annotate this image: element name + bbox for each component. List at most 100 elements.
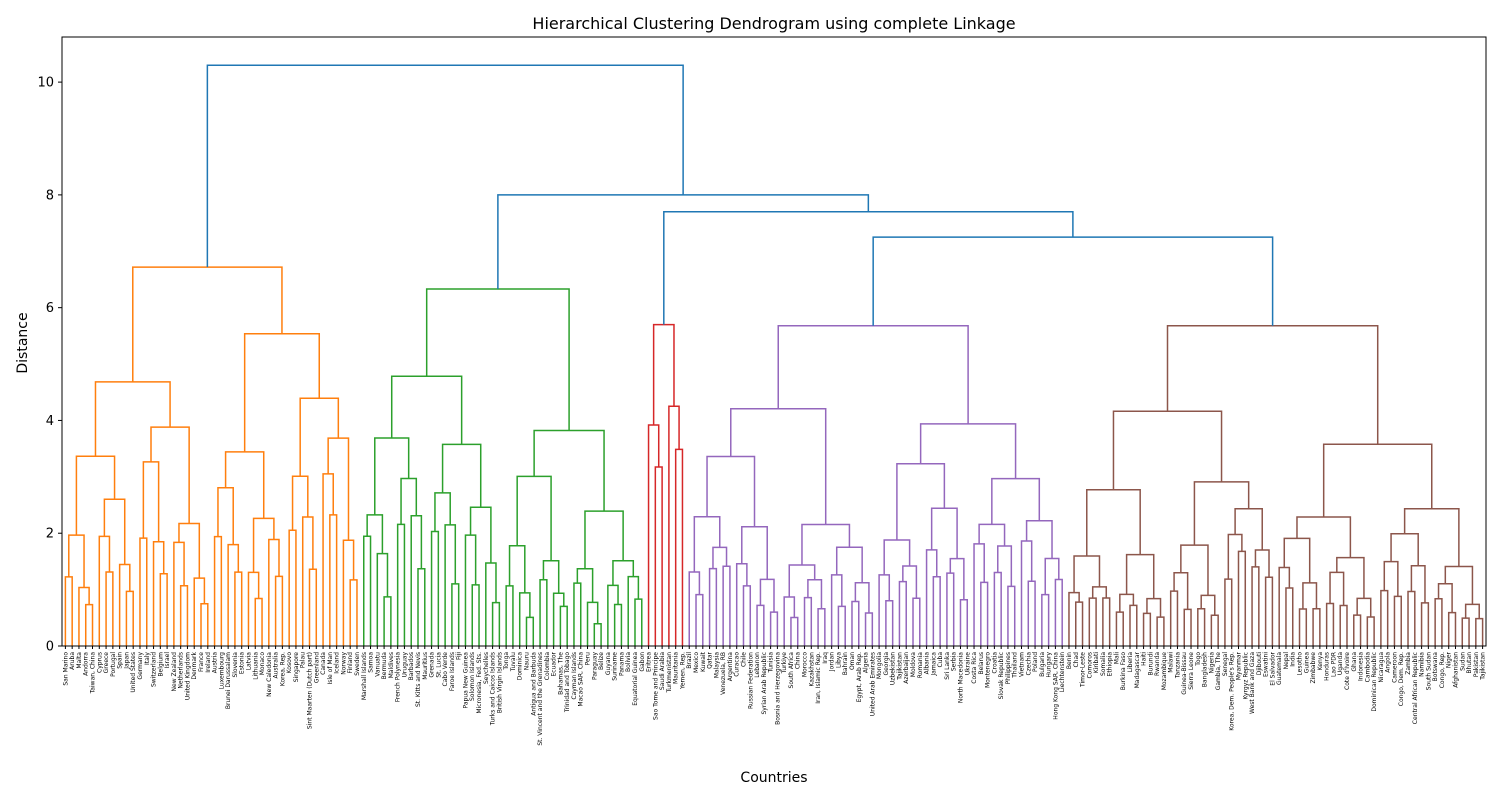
leaf-label: Vanuatu bbox=[374, 652, 381, 677]
leaf-label: Mauritius bbox=[422, 652, 429, 680]
leaf-label: Dominica bbox=[517, 652, 524, 681]
leaf-label: Korea, Dem. People's Rep. bbox=[1229, 652, 1236, 731]
leaf-label: Paraguay bbox=[591, 652, 598, 680]
dendrogram-link bbox=[742, 585, 752, 646]
dendrogram-link bbox=[898, 580, 907, 646]
dendrogram-link bbox=[1025, 520, 1053, 559]
leaf-label: Mali bbox=[1113, 652, 1120, 665]
dendrogram-link bbox=[759, 578, 775, 613]
leaf-label: Netherlands bbox=[178, 652, 185, 689]
leaf-label: Sierra Leone bbox=[1188, 652, 1195, 690]
leaf-label: Grenada bbox=[429, 652, 436, 678]
leaf-label: Bulgaria bbox=[1039, 652, 1046, 677]
leaf-label: South Africa bbox=[788, 652, 795, 689]
dendrogram-link bbox=[68, 534, 85, 588]
leaf-label: Bermuda bbox=[381, 652, 388, 680]
dendrogram-link bbox=[75, 455, 116, 536]
dendrogram-link bbox=[817, 607, 826, 646]
dendrogram-link bbox=[1102, 597, 1111, 646]
dendrogram-link bbox=[978, 523, 1006, 547]
dendrogram-link bbox=[125, 590, 134, 646]
leaf-label: Dominican Republic bbox=[1371, 652, 1378, 712]
leaf-label: Russian Federation bbox=[747, 652, 754, 709]
leaf-label: Denmark bbox=[191, 651, 198, 679]
dendrogram-link bbox=[376, 552, 389, 646]
dendrogram-link bbox=[902, 565, 918, 599]
dendrogram-link bbox=[193, 577, 206, 646]
leaf-label: Isle of Man bbox=[327, 652, 334, 685]
leaf-label: St. Vincent and the Grenadines bbox=[537, 652, 544, 746]
leaf-label: Cameroon bbox=[1391, 652, 1398, 683]
leaf-label: Malaysia bbox=[713, 652, 720, 679]
dendrogram-link bbox=[991, 477, 1041, 525]
dendrogram-link bbox=[132, 266, 283, 382]
leaf-label: Djibouti bbox=[1256, 652, 1263, 676]
leaf-label: Guyana bbox=[605, 652, 612, 675]
dendrogram-link bbox=[925, 549, 938, 646]
dendrogram-link bbox=[980, 581, 989, 646]
dendrogram-link bbox=[997, 545, 1013, 587]
leaf-label: Georgia bbox=[883, 652, 890, 676]
dendrogram-link bbox=[663, 211, 1074, 325]
dendrogram-link bbox=[1475, 617, 1484, 646]
leaf-label: Kazakhstan bbox=[808, 652, 815, 687]
dendrogram-link bbox=[1403, 507, 1460, 567]
dendrogram-link bbox=[400, 477, 418, 525]
leaf-label: Tonga bbox=[503, 652, 510, 671]
dendrogram-link bbox=[688, 571, 701, 646]
leaf-label: Turks and Caicos Islands bbox=[490, 652, 497, 726]
dendrogram-link bbox=[1237, 550, 1247, 646]
leaf-label: French Polynesia bbox=[395, 652, 402, 702]
leaf-label: North Macedonia bbox=[957, 652, 964, 703]
leaf-label: Togo bbox=[1195, 652, 1202, 667]
dendrogram-link bbox=[518, 592, 531, 646]
dendrogram-link bbox=[464, 534, 477, 646]
dendrogram-link bbox=[254, 597, 263, 646]
dendrogram-link bbox=[64, 576, 73, 646]
dendrogram-link bbox=[930, 507, 958, 559]
leaf-label: Malta bbox=[76, 652, 83, 669]
leaf-label: Cabo Verde bbox=[442, 652, 449, 687]
dendrogram-link bbox=[1380, 589, 1389, 646]
dendrogram-link bbox=[150, 426, 190, 524]
dendrogram-link bbox=[993, 571, 1002, 646]
leaf-label: Congo, Rep. bbox=[1439, 652, 1446, 688]
leaf-label: Lao PDR bbox=[1330, 652, 1337, 677]
dendrogram-link bbox=[1115, 611, 1124, 646]
leaf-label: Uruguay bbox=[401, 652, 408, 678]
leaf-label: Estonia bbox=[239, 652, 246, 674]
dendrogram-link bbox=[1325, 602, 1335, 646]
leaf-label: Sao Tome and Principe bbox=[652, 652, 659, 720]
leaf-label: Timor-Leste bbox=[1080, 652, 1087, 688]
dendrogram-link bbox=[919, 423, 1017, 479]
dendrogram-link bbox=[1336, 556, 1365, 599]
dendrogram-link bbox=[1298, 608, 1308, 646]
leaf-label: Peru bbox=[585, 652, 592, 666]
leaf-label: Argentina bbox=[727, 652, 734, 682]
dendrogram-link bbox=[674, 448, 684, 646]
dendrogram-link bbox=[1224, 578, 1233, 646]
dendrogram-link bbox=[932, 576, 941, 646]
y-tick-label: 2 bbox=[46, 527, 54, 542]
leaf-label: Syrian Arab Republic bbox=[761, 652, 768, 715]
dendrogram-link bbox=[1112, 410, 1223, 490]
dendrogram-link bbox=[851, 600, 860, 646]
dendrogram-link bbox=[491, 601, 501, 646]
leaf-label: Mozambique bbox=[1161, 652, 1168, 691]
y-tick-label: 0 bbox=[46, 640, 54, 655]
leaf-label: Namibia bbox=[1419, 652, 1426, 677]
leaf-label: Albania bbox=[924, 652, 931, 675]
leaf-label: Tuvalu bbox=[510, 652, 517, 672]
dendrogram-link bbox=[227, 543, 240, 646]
dendrogram-link bbox=[883, 539, 911, 575]
dendrogram-link bbox=[396, 523, 406, 646]
leaf-label: Belarus bbox=[978, 652, 985, 675]
leaf-label: Kiribati bbox=[1093, 652, 1100, 674]
leaf-label: Venezuela, RB bbox=[720, 652, 727, 695]
dendrogram-link bbox=[1020, 540, 1033, 646]
dendrogram-link bbox=[790, 616, 799, 646]
leaf-label: Afghanistan bbox=[1452, 652, 1459, 688]
leaf-label: New Zealand bbox=[171, 652, 178, 692]
dendrogram-link bbox=[912, 597, 921, 646]
dendrogram-link bbox=[695, 593, 704, 646]
